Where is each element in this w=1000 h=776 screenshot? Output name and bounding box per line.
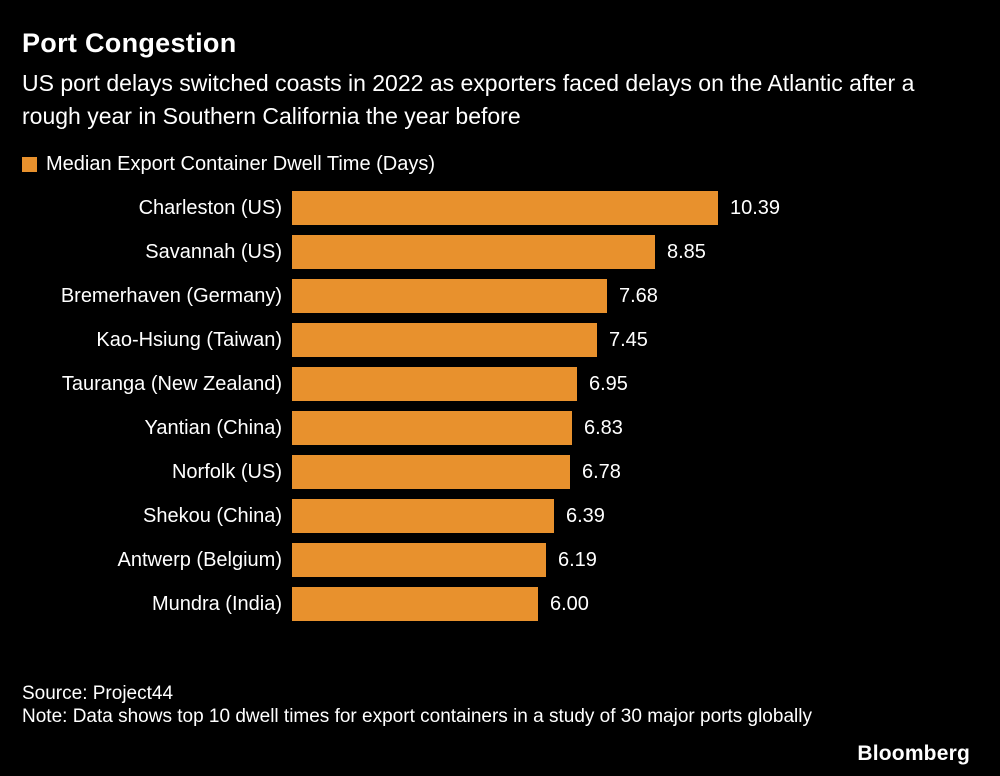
bar-row: Tauranga (New Zealand) 6.95 <box>22 362 972 406</box>
bar <box>292 543 546 577</box>
chart-inner: Port Congestion US port delays switched … <box>22 28 972 728</box>
chart-footer: Source: Project44 Note: Data shows top 1… <box>22 682 972 728</box>
bar <box>292 455 570 489</box>
chart-legend: Median Export Container Dwell Time (Days… <box>22 153 972 176</box>
bar-row: Norfolk (US) 6.78 <box>22 450 972 494</box>
value-label: 6.83 <box>584 416 623 439</box>
bar <box>292 411 572 445</box>
page-title: Port Congestion <box>22 28 237 58</box>
bar-row: Mundra (India) 6.00 <box>22 582 972 626</box>
bar-row: Charleston (US) 10.39 <box>22 186 972 230</box>
category-label: Antwerp (Belgium) <box>117 548 282 571</box>
bar-chart: Charleston (US) 10.39 Savannah (US) 8.85 Bre… <box>22 186 972 626</box>
category-label: Tauranga (New Zealand) <box>61 372 282 395</box>
bar <box>292 235 655 269</box>
bar <box>292 279 607 313</box>
legend-swatch-icon <box>22 157 37 172</box>
bar-row: Bremerhaven (Germany) 7.68 <box>22 274 972 318</box>
value-label: 8.85 <box>667 240 706 263</box>
category-label: Shekou (China) <box>143 504 282 527</box>
category-label: Norfolk (US) <box>171 460 282 483</box>
value-label: 6.95 <box>589 372 628 395</box>
value-label: 6.39 <box>566 504 605 527</box>
chart-subtitle: US port delays switched coasts in 2022 a… <box>22 70 915 129</box>
legend-label: Median Export Container Dwell Time (Days… <box>46 153 436 175</box>
bar-row: Savannah (US) 8.85 <box>22 230 972 274</box>
bar-row: Kao-Hsiung (Taiwan) 7.45 <box>22 318 972 362</box>
value-label: 7.45 <box>609 328 648 351</box>
value-label: 6.00 <box>550 592 589 615</box>
category-label: Yantian (China) <box>144 416 282 439</box>
bar-row: Shekou (China) 6.39 <box>22 494 972 538</box>
bar <box>292 587 538 621</box>
value-label: 6.78 <box>582 460 621 483</box>
bar <box>292 323 597 357</box>
category-label: Savannah (US) <box>145 240 282 263</box>
note-text: Note: Data shows top 10 dwell times for … <box>22 706 812 727</box>
bar <box>292 499 554 533</box>
value-label: 7.68 <box>619 284 658 307</box>
category-label: Mundra (India) <box>151 592 282 615</box>
bar <box>292 367 577 401</box>
bloomberg-logo: Bloomberg <box>857 742 970 765</box>
category-label: Charleston (US) <box>138 196 282 219</box>
bar-row: Yantian (China) 6.83 <box>22 406 972 450</box>
bar <box>292 191 718 225</box>
category-label: Bremerhaven (Germany) <box>60 284 282 307</box>
value-label: 10.39 <box>730 196 781 219</box>
category-label: Kao-Hsiung (Taiwan) <box>96 328 282 351</box>
value-label: 6.19 <box>558 548 597 571</box>
source-text: Source: Project44 <box>22 683 174 704</box>
bar-row: Antwerp (Belgium) 6.19 <box>22 538 972 582</box>
